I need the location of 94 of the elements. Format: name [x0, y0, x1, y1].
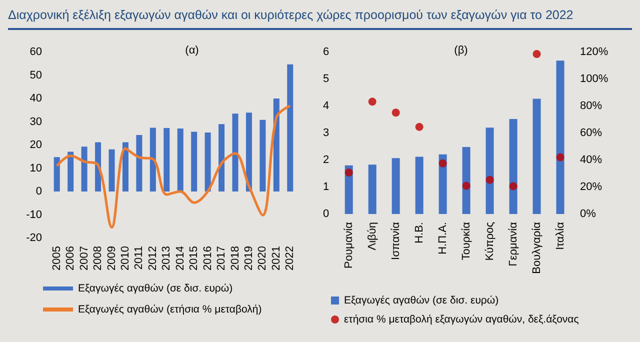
x-tick-label: 2008 — [92, 246, 104, 270]
point — [344, 168, 353, 177]
x-tick-label: 2021 — [270, 246, 282, 270]
x-tick-label: 2006 — [64, 246, 77, 270]
point — [462, 182, 470, 190]
y2-tick-label: 40% — [580, 154, 602, 166]
y-tick-label: 40 — [30, 92, 42, 104]
x-tick-label: 2018 — [229, 246, 242, 270]
x-tick-label: Ρουμανία — [342, 221, 355, 268]
bar — [509, 118, 518, 214]
bar — [164, 128, 170, 192]
y-tick-label: 5 — [322, 73, 330, 85]
point — [368, 98, 376, 106]
bar — [273, 98, 280, 192]
x-tick-label: 2022 — [284, 246, 296, 270]
bar — [532, 98, 541, 214]
bar — [287, 64, 294, 192]
bar — [462, 147, 470, 214]
bar — [136, 135, 142, 192]
chart-title: (β) — [454, 44, 468, 56]
bar — [392, 158, 400, 214]
x-tick-label: Η.Π.Α. — [436, 222, 449, 254]
point — [509, 182, 518, 190]
x-tick-label: 2017 — [216, 246, 228, 270]
y-tick-label: 6 — [322, 46, 330, 58]
x-tick-label: 2010 — [119, 246, 132, 270]
point — [438, 159, 447, 168]
x-tick-label: Η.Β. — [413, 222, 426, 244]
legend-label: Εξαγωγές αγαθών (σε δισ. ευρώ) — [344, 294, 499, 306]
x-tick-label: 2012 — [146, 246, 159, 270]
y-tick-label: 30 — [30, 116, 42, 128]
x-tick-label: 2007 — [78, 246, 90, 270]
y-tick-label: 10 — [30, 162, 42, 174]
bar — [368, 164, 376, 214]
y-tick-label: 20 — [30, 139, 42, 151]
x-tick-label: Τουρκία — [460, 221, 472, 260]
x-tick-label: 2011 — [133, 246, 146, 270]
x-tick-label: 2013 — [160, 246, 173, 270]
x-tick-label: Γερμανία — [507, 221, 520, 266]
bar — [108, 149, 115, 192]
x-tick-label: 2009 — [106, 246, 118, 270]
x-tick-label: 2005 — [50, 246, 63, 270]
y2-tick-label: 100% — [580, 73, 608, 85]
y2-tick-label: 60% — [580, 127, 602, 139]
x-tick-label: 2015 — [188, 246, 200, 270]
y-tick-label: 0 — [322, 208, 330, 220]
x-tick-label: Κύπρος — [484, 222, 496, 261]
y-tick-label: 0 — [36, 186, 42, 198]
y-tick-label: 50 — [30, 69, 42, 82]
y2-tick-label: 0% — [580, 208, 596, 220]
bar — [204, 132, 211, 192]
point — [486, 176, 494, 184]
bar — [177, 128, 184, 192]
legend-label: Εξαγωγές αγαθών (σε δισ. ευρώ) — [78, 282, 233, 294]
bar — [54, 157, 60, 192]
y2-tick-label: 20% — [580, 181, 602, 193]
bar — [218, 124, 225, 192]
bar — [486, 128, 494, 214]
bar — [260, 120, 266, 192]
y-tick-label: 2 — [322, 154, 330, 166]
x-tick-label: Βουλγαρία — [530, 221, 543, 274]
legend-label: ετήσια % μεταβολή εξαγωγών αγαθών, δεξ.άξονας — [344, 314, 579, 326]
point — [556, 153, 564, 162]
y-tick-label: 1 — [322, 181, 330, 193]
chart-title: Διαχρονική εξέλιξη εξαγωγών αγαθών και οι κυριότερες χώρες προορισμού των εξαγωγών για το 2022 — [8, 8, 632, 30]
y-tick-label: -20 — [26, 232, 42, 244]
bar — [122, 142, 128, 192]
point — [532, 50, 541, 58]
y-tick-label: -10 — [26, 208, 42, 221]
bar — [415, 156, 424, 214]
x-tick-label: 2019 — [242, 246, 255, 270]
bar — [68, 152, 74, 192]
x-tick-label: 2014 — [174, 246, 186, 270]
bar — [150, 128, 156, 192]
bar — [246, 112, 252, 192]
bar — [191, 132, 198, 192]
line-series — [56, 104, 292, 229]
y-tick-label: 60 — [30, 46, 42, 58]
bar — [556, 60, 564, 214]
x-tick-label: 2020 — [256, 246, 269, 270]
y2-tick-label: 80% — [580, 100, 602, 112]
bar — [81, 146, 88, 192]
y-tick-label: 4 — [322, 100, 330, 112]
y2-tick-label: 120% — [580, 46, 608, 58]
x-tick-label: 2016 — [202, 246, 214, 270]
bar — [232, 114, 238, 192]
x-tick-label: Λιβύη — [366, 222, 378, 250]
point — [415, 122, 424, 131]
x-tick-label: Ιταλία — [554, 221, 566, 250]
legend-label: Εξαγωγές αγαθών (ετήσια % μεταβολή) — [78, 304, 262, 316]
x-tick-label: Ισπανία — [390, 221, 402, 260]
point — [392, 108, 400, 117]
chart-subtitle: (α) — [185, 44, 199, 56]
y-tick-label: 3 — [322, 127, 330, 139]
